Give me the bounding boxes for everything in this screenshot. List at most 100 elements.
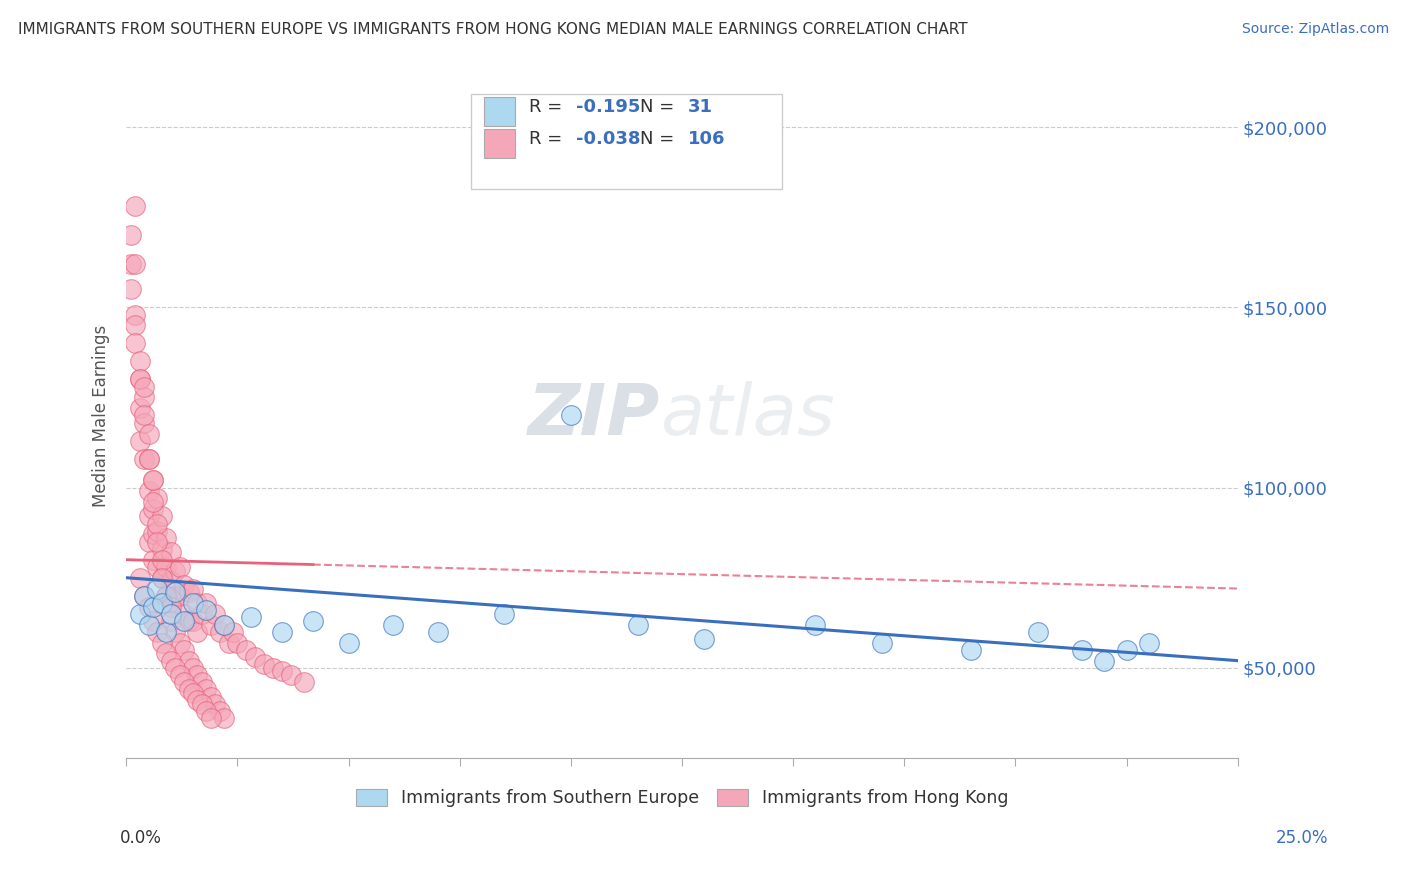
- Point: [235, 643, 257, 657]
- Point: [222, 624, 245, 639]
- Text: R =: R =: [529, 130, 568, 148]
- Point: [142, 599, 165, 614]
- Point: [132, 451, 155, 466]
- Point: [195, 682, 218, 697]
- Y-axis label: Median Male Earnings: Median Male Earnings: [93, 325, 110, 507]
- Point: [124, 199, 146, 213]
- Bar: [484, 97, 516, 126]
- Point: [159, 614, 181, 628]
- Point: [138, 484, 160, 499]
- Point: [181, 661, 204, 675]
- Point: [271, 665, 294, 679]
- Point: [186, 693, 208, 707]
- Point: [120, 282, 142, 296]
- Point: [382, 617, 405, 632]
- Point: [132, 391, 155, 405]
- Point: [200, 711, 222, 725]
- Point: [494, 607, 516, 621]
- Point: [212, 617, 235, 632]
- Point: [138, 509, 160, 524]
- Legend: Immigrants from Southern Europe, Immigrants from Hong Kong: Immigrants from Southern Europe, Immigra…: [349, 782, 1015, 814]
- Text: R =: R =: [529, 97, 568, 116]
- Point: [150, 596, 173, 610]
- Text: Source: ZipAtlas.com: Source: ZipAtlas.com: [1241, 22, 1389, 37]
- Point: [132, 589, 155, 603]
- Point: [177, 614, 200, 628]
- Point: [195, 603, 218, 617]
- Point: [128, 372, 150, 386]
- Point: [173, 607, 195, 621]
- Point: [195, 704, 218, 718]
- Point: [142, 552, 165, 566]
- Point: [159, 599, 181, 614]
- Point: [124, 336, 146, 351]
- Point: [173, 578, 195, 592]
- Point: [302, 614, 325, 628]
- Text: ZIP: ZIP: [527, 381, 659, 450]
- Point: [181, 614, 204, 628]
- Point: [159, 654, 181, 668]
- Point: [128, 354, 150, 368]
- Point: [177, 585, 200, 599]
- Point: [245, 650, 267, 665]
- Point: [426, 624, 449, 639]
- Point: [120, 257, 142, 271]
- Point: [191, 675, 214, 690]
- Point: [146, 491, 169, 506]
- Point: [560, 409, 582, 423]
- Text: IMMIGRANTS FROM SOUTHERN EUROPE VS IMMIGRANTS FROM HONG KONG MEDIAN MALE EARNING: IMMIGRANTS FROM SOUTHERN EUROPE VS IMMIG…: [18, 22, 967, 37]
- Point: [142, 495, 165, 509]
- Point: [165, 589, 187, 603]
- Point: [169, 635, 191, 649]
- Point: [142, 502, 165, 516]
- FancyBboxPatch shape: [471, 94, 782, 189]
- Point: [181, 686, 204, 700]
- Point: [146, 582, 169, 596]
- Point: [146, 624, 169, 639]
- Point: [128, 372, 150, 386]
- Point: [142, 474, 165, 488]
- Point: [132, 589, 155, 603]
- Point: [165, 585, 187, 599]
- Point: [1071, 643, 1094, 657]
- Text: 31: 31: [688, 97, 713, 116]
- Point: [150, 541, 173, 556]
- Point: [165, 624, 187, 639]
- Point: [169, 589, 191, 603]
- Point: [1026, 624, 1049, 639]
- Point: [1115, 643, 1137, 657]
- Point: [208, 704, 231, 718]
- Point: [169, 560, 191, 574]
- Point: [124, 318, 146, 333]
- Point: [159, 545, 181, 559]
- Point: [155, 647, 177, 661]
- Point: [169, 668, 191, 682]
- Point: [253, 657, 276, 672]
- Point: [146, 560, 169, 574]
- Point: [226, 635, 249, 649]
- Point: [150, 571, 173, 585]
- Point: [155, 589, 177, 603]
- Point: [280, 668, 302, 682]
- Point: [132, 379, 155, 393]
- Point: [128, 401, 150, 416]
- Point: [239, 610, 262, 624]
- Point: [271, 624, 294, 639]
- Text: -0.038: -0.038: [576, 130, 641, 148]
- Point: [208, 624, 231, 639]
- Point: [200, 617, 222, 632]
- Point: [177, 654, 200, 668]
- Point: [262, 661, 284, 675]
- Point: [212, 617, 235, 632]
- Point: [173, 614, 195, 628]
- Point: [177, 682, 200, 697]
- Point: [138, 617, 160, 632]
- Point: [337, 635, 360, 649]
- Point: [204, 607, 226, 621]
- Point: [142, 527, 165, 541]
- Point: [132, 409, 155, 423]
- Point: [155, 589, 177, 603]
- Point: [804, 617, 827, 632]
- Point: [138, 451, 160, 466]
- Point: [159, 607, 181, 621]
